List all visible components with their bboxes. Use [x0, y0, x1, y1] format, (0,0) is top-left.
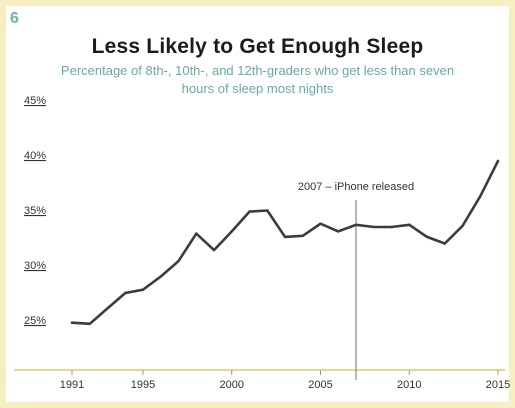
y-tick-label: 45%: [24, 95, 46, 107]
data-point: [124, 291, 127, 295]
x-tick-label: 2010: [397, 379, 421, 391]
chart-subtitle: Percentage of 8th-, 10th-, and 12th-grad…: [60, 63, 455, 96]
x-tick-label: 2005: [308, 379, 332, 391]
data-point: [461, 224, 464, 228]
data-point: [283, 235, 287, 239]
x-tick-label: 2015: [486, 379, 510, 391]
data-point: [141, 288, 145, 291]
data-point: [479, 195, 482, 198]
data-point: [425, 235, 429, 239]
data-point: [337, 230, 340, 233]
data-point: [230, 230, 233, 233]
data-point: [319, 222, 322, 225]
y-tick-label: 35%: [24, 205, 46, 217]
data-point: [106, 307, 109, 310]
data-point: [301, 234, 304, 237]
y-tick-label: 25%: [24, 315, 46, 327]
chart-title: Less Likely to Get Enough Sleep: [91, 35, 424, 58]
data-point: [354, 223, 358, 226]
y-tick-label: 40%: [24, 150, 46, 162]
data-point: [390, 225, 393, 229]
data-point: [443, 242, 446, 245]
data-point: [496, 159, 500, 163]
data-point: [266, 209, 269, 212]
data-point: [88, 322, 91, 325]
data-point: [248, 210, 251, 213]
series-line: [70, 159, 500, 326]
data-point: [408, 223, 411, 226]
data-point: [70, 321, 74, 324]
x-tick-label: 1995: [131, 379, 155, 391]
data-point: [177, 259, 180, 263]
y-tick-label: 30%: [24, 260, 46, 272]
x-tick-label: 2000: [220, 379, 244, 391]
x-tick-label: 1991: [60, 379, 84, 391]
data-point: [195, 232, 198, 235]
data-point: [212, 248, 216, 252]
data-point: [159, 275, 162, 278]
data-point: [372, 225, 375, 229]
annotation-label: 2007 – iPhone released: [298, 181, 414, 193]
figure-number: 6: [10, 10, 19, 27]
